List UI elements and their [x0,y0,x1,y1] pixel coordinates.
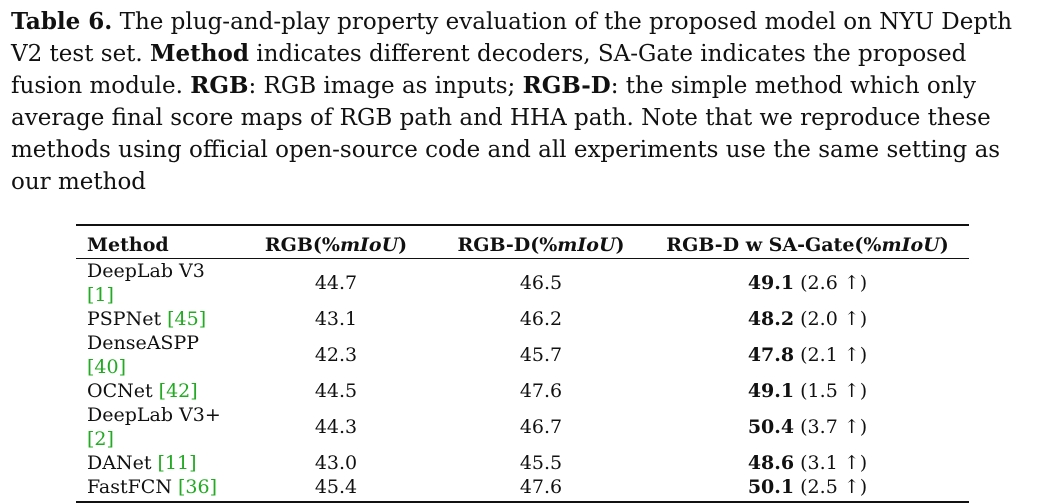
caption-term-rgb: RGB [190,72,249,99]
caption-term-method: Method [150,40,249,67]
cell-rgbd: 47.6 [436,475,646,503]
cell-rgbd: 46.7 [519,416,563,438]
caption-line-4: average final score maps of RGB path and… [11,105,991,131]
citation-link[interactable]: [1] [87,284,114,306]
header-rgbd-sagate: RGB-D w SA-Gate(%mIoU) [646,224,969,259]
table-row: DenseASPP [40] 42.3 45.7 47.8 (2.1 ↑) [76,331,969,379]
caption-text: : RGB image as inputs; [248,73,523,99]
cell-method: DANet [11] [87,452,197,474]
cell-method: DenseASPP [40] [87,332,200,378]
citation-link[interactable]: [11] [157,452,197,474]
caption-text: V2 test set. [11,41,151,67]
table-header: Method RGB(%mIoU) RGB-D(%mIoU) RGB-D w S… [76,224,969,259]
citation-link[interactable]: [40] [87,356,127,378]
cell-rgb: 44.5 [314,380,358,402]
table-row: PSPNet [45] 43.1 46.2 48.2 (2.0 ↑) [76,307,969,331]
header-rgb: RGB(%mIoU) [236,224,436,259]
cell-rgb: 43.0 [314,452,358,474]
cell-rgbd-sagate: 50.1 (2.5 ↑) [646,475,969,503]
caption-text: : the simple method which only [610,73,976,99]
cell-rgbd-sagate: 47.8 (2.1 ↑) [747,344,868,366]
cell-method: DeepLab V3+ [2] [87,404,221,450]
cell-rgbd: 46.2 [519,308,563,330]
cell-rgb: 44.7 [314,272,358,294]
citation-link[interactable]: [42] [158,380,198,402]
results-table: Method RGB(%mIoU) RGB-D(%mIoU) RGB-D w S… [76,224,969,503]
caption-text: fusion module. [11,73,191,99]
table-row: DANet [11] 43.0 45.5 48.6 (3.1 ↑) [76,451,969,475]
caption-line-6: our method [11,169,147,195]
cell-rgbd-sagate: 50.4 (3.7 ↑) [747,416,868,438]
cell-rgb: 42.3 [314,344,358,366]
cell-method: FastFCN [36] [76,475,236,503]
cell-rgb: 44.3 [314,416,358,438]
cell-rgbd: 46.5 [519,272,563,294]
cell-method: PSPNet [45] [87,308,207,330]
cell-rgbd: 45.5 [519,452,563,474]
caption-line-1: Table 6. The plug-and-play property eval… [11,6,1029,38]
header-method: Method [76,224,236,259]
caption-term-rgbd: RGB-D [522,72,611,99]
table-row: OCNet [42] 44.5 47.6 49.1 (1.5 ↑) [76,379,969,403]
header-rgbd: RGB-D(%mIoU) [436,224,646,259]
table-body: DeepLab V3 [1] 44.7 46.5 49.1 (2.6 ↑) PS… [76,259,969,503]
cell-rgbd-sagate: 48.6 (3.1 ↑) [747,452,868,474]
cell-rgbd-sagate: 49.1 (1.5 ↑) [747,380,868,402]
caption-line-2: V2 test set. Method indicates different … [11,38,1029,70]
caption-label: Table 6. [11,8,113,35]
cell-rgbd-sagate: 48.2 (2.0 ↑) [747,308,868,330]
cell-rgb: 43.1 [314,308,358,330]
table-row: FastFCN [36] 45.4 47.6 50.1 (2.5 ↑) [76,475,969,503]
cell-method: OCNet [42] [87,380,198,402]
table-caption: Table 6. The plug-and-play property eval… [11,6,1029,198]
cell-rgb: 45.4 [236,475,436,503]
caption-line-3: fusion module. RGB: RGB image as inputs;… [11,70,1029,102]
citation-link[interactable]: [45] [167,308,207,330]
citation-link[interactable]: [2] [87,428,114,450]
cell-rgbd: 45.7 [519,344,563,366]
caption-text: indicates different decoders, SA-Gate in… [248,41,967,67]
table-row: DeepLab V3 [1] 44.7 46.5 49.1 (2.6 ↑) [76,259,969,308]
cell-rgbd-sagate: 49.1 (2.6 ↑) [747,272,868,294]
citation-link[interactable]: [36] [178,476,218,498]
caption-line-5: methods using official open-source code … [11,137,1001,163]
caption-text: The plug-and-play property evaluation of… [112,9,1013,35]
cell-method: DeepLab V3 [1] [87,260,205,306]
table-row: DeepLab V3+ [2] 44.3 46.7 50.4 (3.7 ↑) [76,403,969,451]
header-row: Method RGB(%mIoU) RGB-D(%mIoU) RGB-D w S… [76,224,969,259]
cell-rgbd: 47.6 [519,380,563,402]
